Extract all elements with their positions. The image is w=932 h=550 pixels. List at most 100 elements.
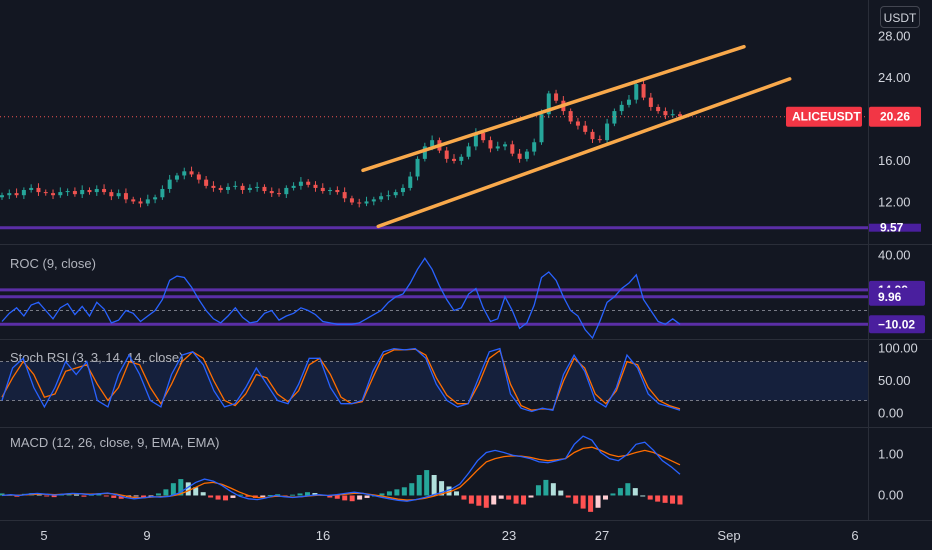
roc-level-badge-bg — [869, 315, 925, 334]
macd-histogram-bar — [632, 488, 638, 496]
macd-histogram-bar — [141, 495, 147, 498]
macd-histogram-bar — [476, 495, 482, 506]
stoch-tick-label: 100.00 — [878, 341, 918, 356]
candle-body — [153, 197, 158, 200]
candle-body — [335, 190, 340, 193]
candle-body — [255, 186, 260, 188]
candle-body — [481, 132, 486, 141]
candle-body — [116, 193, 121, 197]
candle-body — [583, 125, 588, 132]
macd-histogram-bar — [431, 475, 437, 496]
candle-body — [539, 114, 544, 143]
candle-body — [386, 195, 391, 197]
candle-body — [65, 191, 70, 193]
macd-histogram-bar — [670, 495, 676, 504]
macd-histogram-bar — [349, 495, 355, 502]
macd-histogram-bar — [260, 495, 266, 498]
candle-body — [466, 146, 471, 157]
macd-histogram-bar — [312, 493, 318, 496]
roc-line — [1, 257, 681, 340]
macd-histogram-bar — [155, 493, 161, 496]
macd-histogram-bar — [416, 475, 422, 496]
macd-histogram-bar — [550, 483, 556, 496]
macd-histogram-bar — [118, 495, 124, 499]
candle-body — [415, 158, 420, 177]
macd-histogram-bar — [357, 495, 363, 500]
candle-body — [605, 123, 610, 141]
channel-upper-line — [361, 44, 746, 173]
macd-histogram-bar — [461, 495, 467, 500]
macd-histogram-bar — [379, 493, 385, 496]
macd-histogram-bar — [111, 495, 117, 498]
time-tick-label: 23 — [502, 528, 516, 543]
candle-body — [167, 179, 172, 189]
candle-body — [320, 187, 325, 192]
level-badge-bg — [869, 223, 921, 232]
price-tick-label: 16.00 — [878, 153, 911, 168]
candle-body — [495, 146, 500, 149]
candle-body — [612, 111, 617, 124]
stoch-k-line — [1, 347, 681, 413]
macd-histogram-bar — [521, 495, 527, 505]
candle-body — [240, 185, 245, 191]
candle-body — [510, 144, 515, 154]
candle-body — [233, 185, 238, 187]
macd-tick-label: 1.00 — [878, 447, 903, 462]
time-axis[interactable]: 5 9 16 23 27 Sep 6 — [0, 520, 932, 544]
candle-body — [328, 190, 333, 192]
candle-body — [444, 150, 449, 159]
candle-body — [568, 111, 573, 122]
macd-histogram-bar — [424, 470, 430, 496]
candle-body — [123, 193, 128, 200]
candle-body — [648, 97, 653, 107]
macd-histogram-bar — [103, 495, 109, 497]
time-tick-label: 6 — [851, 528, 858, 543]
macd-histogram-bar — [297, 493, 303, 496]
candle-body — [313, 184, 318, 188]
candle-body — [641, 84, 646, 98]
candle-body — [371, 199, 376, 202]
channel-lower-line — [376, 77, 792, 229]
candle-body — [400, 187, 405, 193]
macd-histogram-bar — [237, 494, 243, 496]
stoch-tick-label: 0.00 — [878, 405, 903, 420]
macd-histogram-bar — [178, 479, 184, 496]
candle-body — [51, 193, 56, 196]
candle-body — [488, 140, 493, 149]
macd-histogram-bar — [185, 482, 191, 496]
roc-pane: ROC (9, close) — [0, 256, 868, 340]
candle-body — [393, 192, 398, 196]
macd-histogram-bar — [386, 491, 392, 496]
macd-histogram-bar — [14, 495, 20, 497]
macd-histogram-bar — [610, 493, 616, 496]
macd-histogram-bar — [595, 495, 601, 508]
macd-histogram-bar — [163, 489, 169, 496]
candle-body — [503, 144, 508, 147]
candle-body — [408, 176, 413, 188]
stoch-title: Stoch RSI (3, 3, 14, 14, close) — [10, 350, 183, 365]
price-badge-bg — [869, 106, 921, 127]
macd-histogram-bar — [617, 488, 623, 496]
macd-histogram-bar — [148, 495, 154, 497]
price-pane-bg — [0, 0, 868, 244]
macd-histogram-bar — [215, 495, 221, 500]
roc-level-badge: −10.02 — [869, 315, 925, 334]
price-axis[interactable]: 28.00 24.00 16.00 12.00 ALICEUSDT 20.26 9.57 40… — [786, 0, 925, 520]
candle-body — [517, 153, 522, 159]
candle-body — [473, 132, 478, 147]
candle-body — [575, 121, 580, 126]
roc-level-value: 9.96 — [878, 290, 902, 304]
candle-body — [656, 106, 661, 112]
macd-histogram-bar — [640, 495, 646, 497]
currency-button[interactable]: USDT — [880, 6, 920, 28]
macd-histogram-bar — [655, 495, 661, 502]
macd-histogram-bar — [491, 495, 497, 505]
macd-histogram-bar — [483, 495, 489, 508]
macd-histogram-bar — [535, 485, 541, 496]
time-tick-label: 5 — [40, 528, 47, 543]
macd-histogram-bar — [580, 495, 586, 509]
candle-body — [452, 158, 456, 161]
candle-body — [174, 175, 179, 180]
macd-title: MACD (12, 26, close, 9, EMA, EMA) — [10, 435, 220, 450]
